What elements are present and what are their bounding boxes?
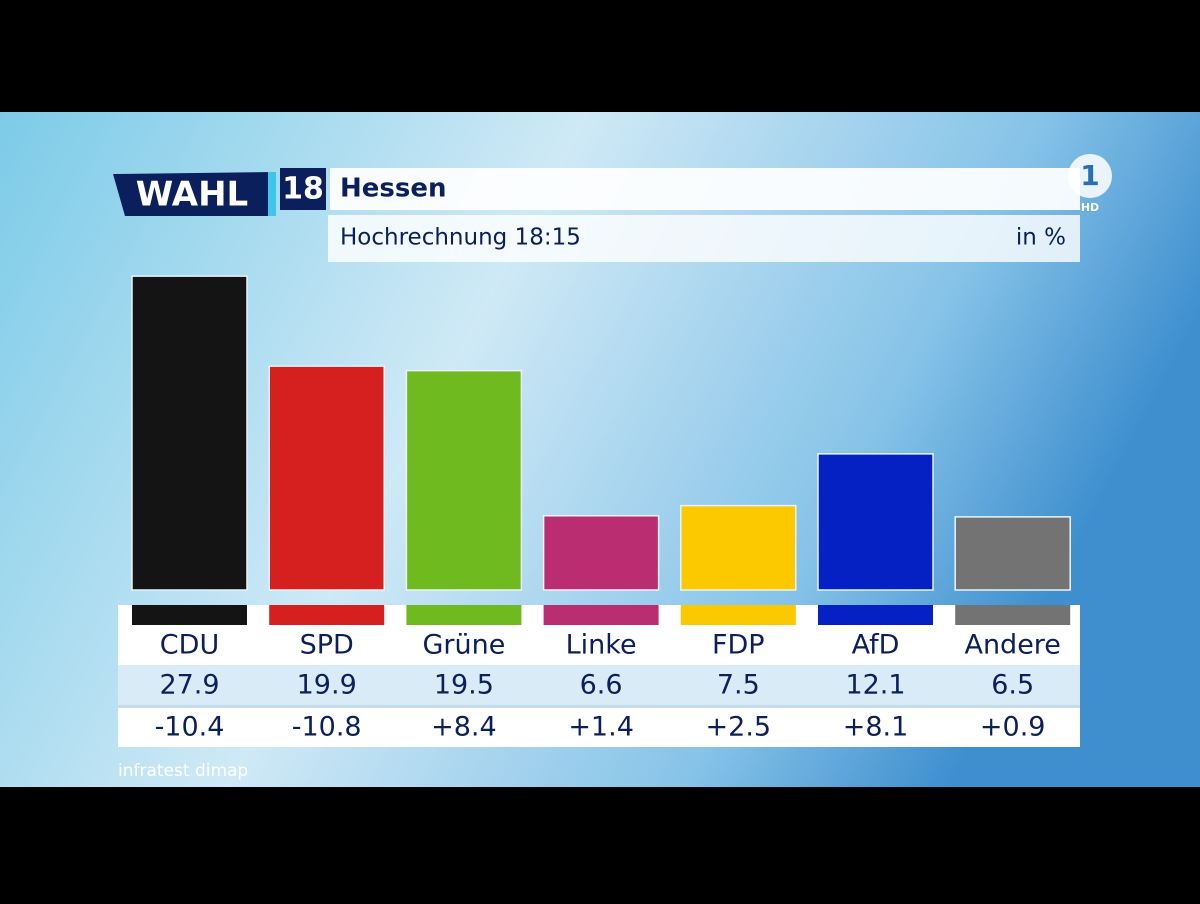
logo-accent	[268, 172, 276, 216]
color-strip	[132, 605, 247, 625]
change-label: -10.8	[292, 712, 362, 743]
bar	[680, 504, 797, 591]
year-box	[280, 168, 326, 210]
logo-box	[113, 172, 275, 216]
category-label: SPD	[300, 630, 354, 661]
bar	[131, 275, 248, 591]
value-label: 6.5	[991, 670, 1034, 701]
bar	[542, 515, 660, 591]
change-label: +8.1	[843, 712, 909, 743]
category-label: CDU	[160, 630, 219, 661]
bar	[268, 365, 385, 591]
change-label: +1.4	[568, 712, 634, 743]
value-label: 7.5	[717, 670, 760, 701]
color-strip	[818, 605, 933, 625]
value-label: 6.6	[580, 670, 623, 701]
color-strip	[955, 605, 1071, 625]
bar	[817, 453, 934, 591]
change-label: +8.4	[431, 712, 497, 743]
change-label: +0.9	[980, 712, 1046, 743]
unit: in %	[1016, 225, 1066, 251]
logo: WAHL	[136, 175, 248, 215]
value-label: 19.5	[434, 670, 494, 701]
category-label: AfD	[852, 630, 900, 661]
subtitle-bar	[328, 215, 1080, 262]
bar	[954, 516, 1071, 591]
channel-logo	[1068, 154, 1112, 198]
chart-subtitle: Hochrechnung 18:15	[340, 225, 581, 251]
color-strip	[406, 605, 522, 625]
category-label: Andere	[964, 630, 1060, 661]
title-bar	[330, 168, 1080, 210]
value-label: 19.9	[297, 670, 357, 701]
color-strip	[269, 605, 385, 625]
bar	[405, 369, 523, 591]
category-label: FDP	[712, 630, 765, 661]
value-label: 27.9	[159, 670, 219, 701]
value-label: 12.1	[845, 670, 905, 701]
logo-year: 18	[282, 172, 324, 207]
change-label: -10.4	[155, 712, 225, 743]
channel: 1	[1080, 159, 1099, 192]
category-label: Grüne	[422, 630, 505, 661]
change-label: +2.5	[706, 712, 772, 743]
row-divider	[118, 705, 1080, 708]
channel-badge: HD	[1081, 201, 1099, 214]
category-label: Linke	[566, 630, 637, 661]
source: infratest dimap	[118, 761, 248, 781]
value-row	[118, 665, 1080, 705]
color-strip	[680, 605, 796, 625]
color-strip	[543, 605, 659, 625]
chart-title: Hessen	[340, 174, 447, 204]
